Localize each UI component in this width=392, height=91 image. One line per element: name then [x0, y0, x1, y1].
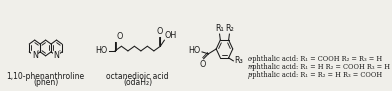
- Text: HO: HO: [188, 46, 200, 55]
- Text: R₃: R₃: [234, 56, 243, 65]
- Text: O: O: [116, 32, 123, 41]
- Text: 1,10-phenanthroline: 1,10-phenanthroline: [7, 72, 85, 81]
- Text: o: o: [247, 55, 251, 63]
- Text: R₂: R₂: [225, 24, 234, 33]
- Text: HO: HO: [96, 46, 108, 55]
- Text: (phen): (phen): [33, 78, 58, 87]
- Text: m: m: [247, 63, 254, 71]
- Text: N: N: [32, 51, 38, 60]
- Text: -phthalic acid: R₁ = COOH R₂ = R₃ = H: -phthalic acid: R₁ = COOH R₂ = R₃ = H: [250, 55, 383, 63]
- Text: O: O: [200, 60, 206, 69]
- Text: (odaH₂): (odaH₂): [123, 78, 152, 87]
- Text: p: p: [247, 71, 252, 79]
- Text: octanedioic acid: octanedioic acid: [106, 72, 169, 81]
- Text: -phthalic acid: R₁ = H R₂ = COOH R₃ = H: -phthalic acid: R₁ = H R₂ = COOH R₃ = H: [250, 63, 390, 71]
- Text: R₁: R₁: [215, 24, 224, 33]
- Text: O: O: [156, 27, 163, 36]
- Text: N: N: [54, 51, 60, 60]
- Text: -phthalic acid: R₁ = R₂ = H R₃ = COOH: -phthalic acid: R₁ = R₂ = H R₃ = COOH: [250, 71, 383, 79]
- Text: OH: OH: [165, 31, 177, 40]
